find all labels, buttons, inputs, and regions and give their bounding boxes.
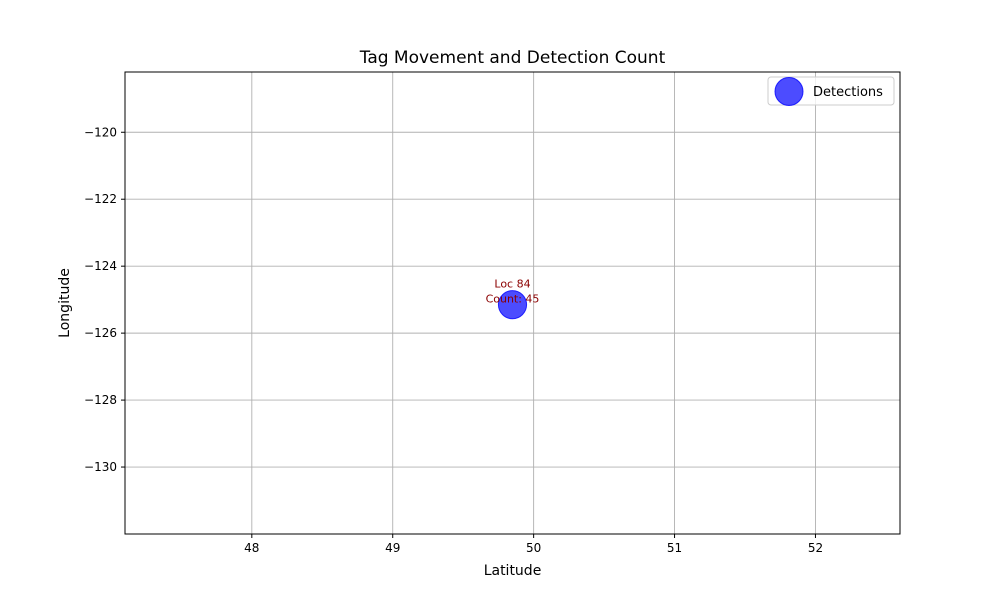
y-tick-label: −120 — [84, 125, 117, 139]
x-tick-label: 51 — [667, 541, 682, 555]
legend-label: Detections — [813, 85, 883, 100]
data-points: Loc 84 Count: 45 — [486, 278, 540, 320]
y-tick-label: −126 — [84, 326, 117, 340]
x-tick-label: 49 — [385, 541, 400, 555]
chart-title: Tag Movement and Detection Count — [359, 48, 666, 68]
axis-ticks: 48 49 50 51 52 −120 −122 −124 −126 −128 −130 — [84, 125, 823, 555]
y-axis-title: Longitude — [57, 268, 73, 338]
legend: Detections — [767, 76, 895, 106]
point-label-location: Loc 84 — [494, 278, 530, 291]
point-label-count: Count: 45 — [486, 293, 540, 306]
y-tick-label: −122 — [84, 192, 117, 206]
grid-lines — [125, 72, 900, 534]
x-tick-label: 52 — [808, 541, 823, 555]
x-tick-label: 50 — [526, 541, 541, 555]
x-tick-label: 48 — [244, 541, 259, 555]
y-tick-label: −128 — [84, 393, 117, 407]
legend-marker — [774, 77, 804, 106]
y-tick-label: −124 — [84, 259, 117, 273]
y-tick-label: −130 — [84, 460, 117, 474]
x-axis-title: Latitude — [484, 563, 542, 579]
plot-frame — [124, 71, 901, 535]
data-point — [497, 290, 528, 320]
